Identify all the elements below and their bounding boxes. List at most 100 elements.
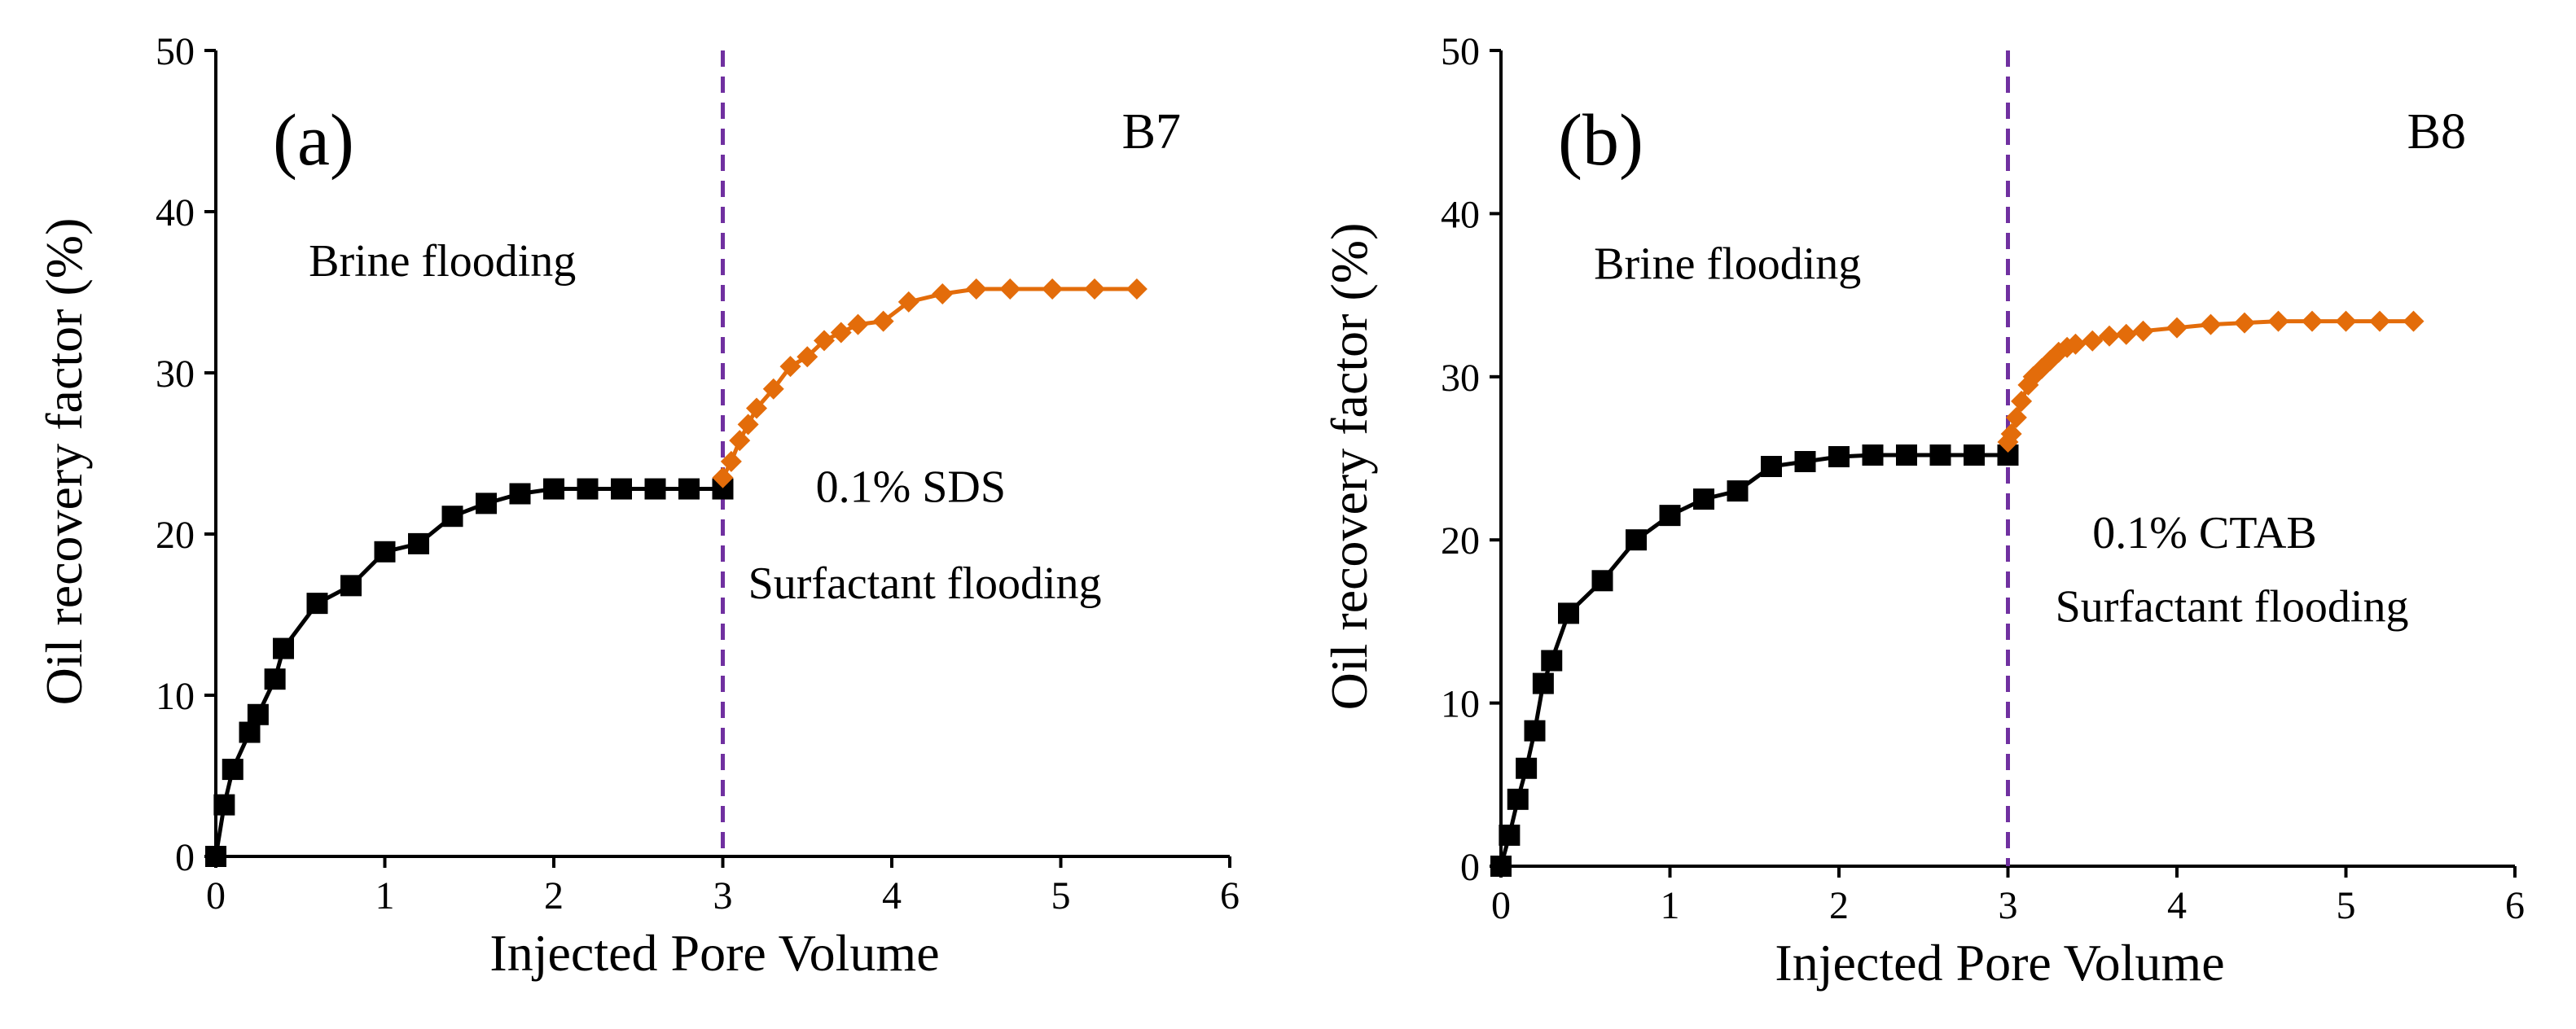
data-point — [1042, 278, 1064, 300]
sample-label: B7 — [1122, 104, 1181, 160]
series-surfactant — [712, 278, 1148, 488]
data-point — [2403, 310, 2425, 332]
data-point — [2115, 323, 2137, 345]
y-tick-label: 20 — [1441, 519, 1480, 563]
annotation-text: Surfactant flooding — [748, 558, 1102, 609]
x-tick-label: 6 — [1220, 874, 1240, 917]
data-point — [205, 846, 226, 867]
data-point — [1499, 824, 1521, 846]
data-point — [247, 703, 269, 725]
data-point — [1626, 529, 1647, 551]
series-surfactant — [1997, 310, 2425, 453]
data-point — [1524, 720, 1546, 742]
data-point — [712, 466, 734, 488]
x-tick-label: 0 — [1491, 884, 1511, 927]
y-tick-label: 20 — [156, 514, 195, 557]
data-point — [746, 397, 767, 419]
data-point — [2005, 406, 2027, 428]
data-point — [1490, 856, 1512, 877]
data-point — [729, 430, 751, 452]
data-point — [2335, 310, 2357, 332]
data-point — [476, 493, 497, 514]
y-tick-label: 40 — [1441, 193, 1480, 236]
x-tick-label: 2 — [544, 874, 564, 917]
annotation-text: Brine flooding — [1594, 239, 1861, 290]
data-point — [762, 378, 784, 400]
x-tick-label: 2 — [1829, 884, 1849, 927]
x-tick-label: 4 — [882, 874, 902, 917]
annotation-text: Surfactant flooding — [2056, 581, 2409, 632]
data-point — [264, 668, 286, 690]
y-tick-label: 30 — [1441, 357, 1480, 400]
data-point — [932, 282, 954, 304]
x-axis-title: Injected Pore Volume — [489, 924, 939, 982]
data-point — [213, 794, 235, 816]
data-point — [306, 593, 328, 615]
data-point — [1532, 672, 1554, 694]
y-tick-label: 0 — [175, 836, 195, 879]
data-point — [1126, 278, 1148, 300]
data-point — [611, 478, 632, 500]
data-point — [2166, 317, 2188, 339]
data-point — [814, 330, 835, 352]
y-tick-label: 0 — [1460, 846, 1480, 889]
data-point — [720, 450, 742, 472]
data-point — [644, 478, 666, 500]
y-tick-label: 40 — [156, 191, 195, 234]
data-point — [2234, 312, 2255, 334]
series-line — [213, 487, 723, 857]
data-point — [1558, 602, 1579, 624]
chart-panel-a: 0 10 20 30 40 50 0 1 2 3 4 5 6 Injected Pore Volume Oi… — [35, 30, 1240, 982]
chart-panel-b: 0 10 20 30 40 50 0 1 2 3 4 5 6 Injected Pore Volume Oi… — [1320, 30, 2525, 992]
x-tick-label: 1 — [1661, 884, 1680, 927]
data-point — [1794, 451, 1816, 473]
data-point — [2082, 330, 2104, 352]
sample-label: B8 — [2407, 104, 2466, 160]
y-axis-title: Oil recovery factor (%) — [1320, 223, 1378, 711]
data-point — [1896, 444, 1917, 466]
x-tick-label: 3 — [1999, 884, 2018, 927]
annotation-text: Brine flooding — [309, 236, 576, 287]
x-axis-title: Injected Pore Volume — [1775, 934, 2224, 992]
data-point — [1541, 650, 1563, 672]
data-point — [796, 346, 818, 368]
data-point — [441, 506, 463, 528]
data-point — [222, 759, 244, 781]
data-point — [340, 575, 362, 597]
data-point — [1693, 488, 1714, 510]
data-point — [2200, 313, 2222, 335]
y-tick-label: 50 — [1441, 30, 1480, 73]
y-tick-label: 10 — [1441, 683, 1480, 726]
data-point — [830, 322, 852, 344]
data-point — [2369, 310, 2390, 332]
data-point — [847, 313, 869, 335]
panel-label: (b) — [1558, 100, 1643, 181]
data-point — [1727, 480, 1749, 502]
x-tick-label: 3 — [713, 874, 733, 917]
data-point — [2302, 310, 2323, 332]
series-brine — [1490, 444, 2019, 877]
data-point — [239, 721, 261, 743]
data-point — [1084, 278, 1105, 300]
data-point — [999, 278, 1021, 300]
series-line — [1499, 453, 2008, 867]
panel-label: (a) — [273, 100, 354, 181]
data-point — [1659, 505, 1681, 527]
data-point — [1862, 444, 1884, 466]
data-point — [273, 637, 294, 659]
x-tick-label: 5 — [1051, 874, 1071, 917]
y-tick-label: 30 — [156, 352, 195, 396]
x-tick-label: 0 — [206, 874, 226, 917]
data-point — [1964, 444, 1985, 466]
data-point — [543, 478, 564, 500]
annotation-text: 0.1% CTAB — [2092, 508, 2317, 558]
data-point — [2099, 325, 2120, 347]
y-axis-title: Oil recovery factor (%) — [35, 218, 93, 706]
x-tick-label: 5 — [2337, 884, 2356, 927]
data-point — [1591, 570, 1613, 592]
series-line — [721, 287, 1137, 479]
data-point — [965, 278, 987, 300]
x-tick-label: 1 — [375, 874, 395, 917]
y-tick-label: 50 — [156, 30, 195, 73]
